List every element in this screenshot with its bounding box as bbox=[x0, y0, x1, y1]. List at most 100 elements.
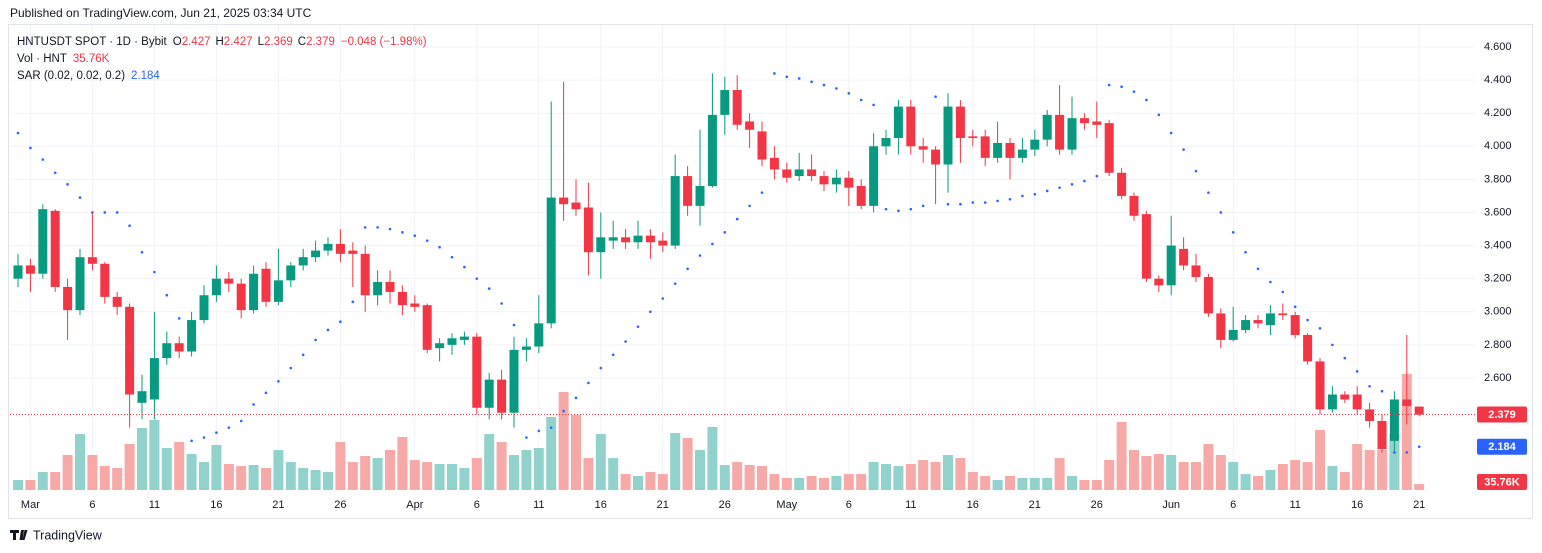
chart-frame bbox=[8, 24, 1533, 519]
candle-body bbox=[435, 343, 445, 349]
sar-dot bbox=[1331, 343, 1334, 347]
volume-bar bbox=[992, 480, 1003, 490]
sar-dot bbox=[227, 426, 231, 429]
sar-dot bbox=[1318, 327, 1322, 330]
candle-body bbox=[670, 176, 680, 246]
sar-value: 2.184 bbox=[131, 70, 160, 82]
volume-bar bbox=[459, 468, 470, 490]
candle-body bbox=[645, 235, 655, 243]
candle-body bbox=[633, 235, 643, 243]
volume-bar bbox=[682, 438, 693, 490]
volume-bar bbox=[1005, 476, 1015, 490]
high-value: 2.427 bbox=[224, 36, 253, 48]
sar-dot bbox=[859, 98, 863, 102]
candle-body bbox=[1055, 114, 1065, 150]
sar-dot bbox=[1120, 85, 1123, 89]
sar-dot bbox=[686, 267, 689, 271]
candle-body bbox=[335, 243, 345, 254]
candle-body bbox=[732, 90, 742, 125]
candle-body bbox=[819, 176, 829, 185]
x-tick-label: 11 bbox=[149, 499, 160, 511]
volume-bar bbox=[546, 417, 557, 490]
volume-name: Vol · HNT bbox=[17, 53, 67, 65]
candle-body bbox=[844, 177, 854, 188]
candle-body bbox=[224, 278, 234, 284]
volume-bar bbox=[670, 433, 681, 490]
volume-bar bbox=[1401, 374, 1412, 490]
volume-bar bbox=[819, 478, 829, 490]
volume-bar bbox=[273, 450, 284, 490]
candle-body bbox=[112, 296, 122, 307]
x-tick-label: 16 bbox=[1351, 499, 1363, 511]
volume-bar bbox=[558, 392, 569, 490]
sar-dot bbox=[872, 103, 875, 107]
volume-bar bbox=[323, 472, 333, 490]
candle-body bbox=[174, 343, 184, 352]
change: −0.048 (−1.98%) bbox=[341, 36, 427, 48]
sar-dot bbox=[636, 325, 640, 328]
candle-body bbox=[1067, 118, 1077, 150]
x-tick-label: May bbox=[776, 499, 797, 511]
sar-dot bbox=[277, 379, 280, 383]
candle-body bbox=[893, 106, 903, 139]
y-tick-label: 3.600 bbox=[1484, 206, 1512, 218]
candle-body bbox=[385, 281, 395, 292]
sar-dot bbox=[215, 431, 218, 434]
sar-dot bbox=[202, 436, 206, 439]
legend-ohlc: HNTUSDT SPOT · 1D · Bybit O2.427 H2.427 L2.… bbox=[17, 36, 427, 48]
sar-dot bbox=[326, 328, 330, 332]
volume-bar bbox=[1029, 478, 1040, 490]
sar-dot bbox=[711, 242, 714, 246]
candle-body bbox=[521, 346, 531, 350]
candle-body bbox=[497, 379, 507, 413]
volume-bar bbox=[1352, 444, 1363, 490]
volume-bar bbox=[1253, 476, 1263, 490]
sar-dot bbox=[401, 231, 404, 234]
volume-bar bbox=[595, 434, 606, 490]
volume-bar bbox=[149, 420, 160, 490]
volume-bar bbox=[533, 448, 544, 490]
sar-dot bbox=[301, 353, 305, 357]
candle-body bbox=[856, 186, 866, 206]
candle-body bbox=[745, 121, 755, 130]
candle-body bbox=[968, 136, 978, 139]
sar-dot bbox=[165, 293, 169, 297]
y-tick-label: 2.800 bbox=[1484, 339, 1512, 351]
volume-bar bbox=[1290, 460, 1301, 490]
volume-bar bbox=[447, 464, 457, 490]
sar-dot bbox=[797, 77, 801, 80]
legend-volume: Vol · HNT 35.76K bbox=[17, 53, 110, 65]
volume-bar bbox=[1228, 462, 1239, 490]
volume-bar bbox=[620, 474, 631, 490]
legend-sar: SAR (0.02, 0.02, 0.2) 2.184 bbox=[17, 70, 160, 82]
sar-dots bbox=[16, 72, 1421, 454]
volume-bar bbox=[608, 458, 619, 490]
candle-body bbox=[25, 265, 35, 274]
sar-dot bbox=[1169, 131, 1173, 135]
sar-dot bbox=[1021, 194, 1024, 198]
close-value: 2.379 bbox=[306, 36, 335, 48]
volume-bar bbox=[633, 476, 643, 490]
volume-bar bbox=[856, 474, 867, 490]
sar-dot bbox=[1244, 250, 1247, 254]
sar-dot bbox=[1343, 356, 1347, 360]
candle-body bbox=[1191, 265, 1201, 278]
candle-body bbox=[1216, 313, 1226, 340]
sar-dot bbox=[574, 396, 578, 400]
sar-dot bbox=[66, 183, 69, 186]
sar-dot bbox=[1256, 267, 1260, 271]
y-tick-label: 4.000 bbox=[1484, 140, 1512, 152]
sar-dot bbox=[1157, 113, 1161, 117]
x-tick-label: Apr bbox=[406, 499, 423, 511]
sar-dot bbox=[1393, 451, 1396, 454]
candle-body bbox=[980, 136, 990, 158]
candle-body bbox=[373, 281, 383, 296]
volume-bar bbox=[732, 462, 743, 490]
volume-bar bbox=[1091, 480, 1102, 490]
volume-bar bbox=[87, 455, 98, 490]
sar-dot bbox=[1269, 280, 1272, 284]
sar-dot bbox=[1095, 174, 1099, 178]
candle-body bbox=[1414, 406, 1424, 415]
volume-bar bbox=[1315, 430, 1325, 490]
logo-mark bbox=[10, 530, 28, 540]
